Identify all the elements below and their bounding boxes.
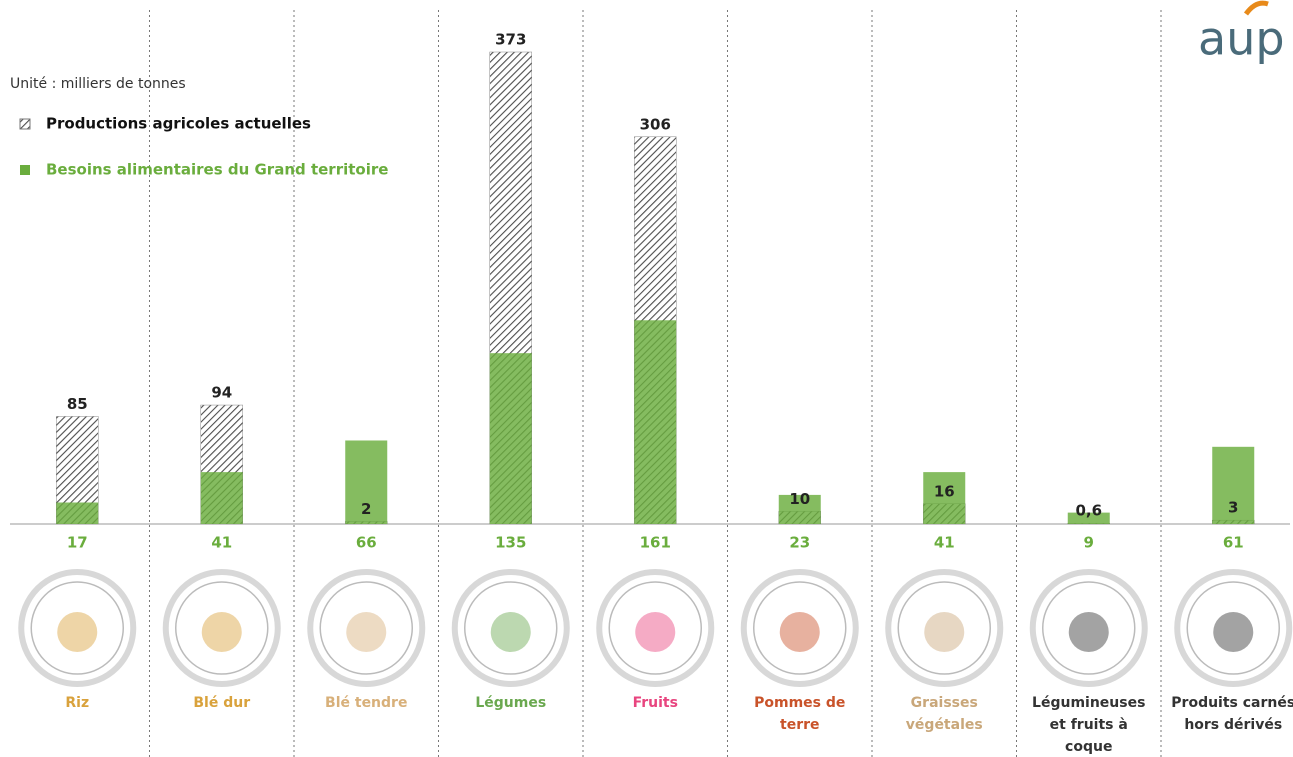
category-label: Produits carnés hors dérivés (1171, 695, 1293, 733)
needs-bar (778, 494, 821, 524)
category-label: Pommes de terre (754, 695, 846, 733)
icon-inner (1186, 581, 1280, 675)
legend-swatch (20, 165, 30, 175)
icon-content (635, 612, 676, 652)
icon-inner (30, 581, 124, 675)
needs-label: 17 (67, 534, 88, 552)
category-label: Blé dur (193, 695, 251, 711)
needs-bar (1067, 512, 1110, 524)
logo: aup (1198, 12, 1285, 66)
needs-label: 161 (640, 534, 671, 552)
icon-inner (1042, 581, 1136, 675)
icon-inner (897, 581, 991, 675)
category-label: Riz (65, 695, 90, 711)
category-label: Légumineuses et fruits à coque (1032, 695, 1146, 755)
production-label: 0,6 (1075, 502, 1102, 520)
needs-label: 9 (1084, 534, 1094, 552)
unit-note: Unité : milliers de tonnes (10, 76, 186, 92)
needs-label: 66 (356, 534, 377, 552)
icon-content (346, 612, 387, 652)
needs-bar (345, 440, 388, 524)
needs-label: 41 (934, 534, 955, 552)
needs-bar (923, 472, 966, 524)
icon-content (924, 612, 965, 652)
legend-label: Besoins alimentaires du Grand territoire (46, 161, 388, 179)
icon-content (201, 612, 242, 652)
needs-label: 41 (211, 534, 232, 552)
icon-content (57, 612, 98, 652)
icon-content (490, 612, 531, 652)
needs-bar (634, 320, 677, 524)
needs-label: 23 (789, 534, 810, 552)
production-label: 373 (495, 31, 526, 49)
icon-inner (753, 581, 847, 675)
icon-inner (608, 581, 702, 675)
needs-label: 61 (1223, 534, 1244, 552)
production-label: 10 (789, 490, 810, 508)
icon-content (1213, 612, 1254, 652)
logo-mark (1243, 0, 1269, 16)
icon-content (779, 612, 820, 652)
category-label: Légumes (475, 695, 547, 711)
production-label: 16 (934, 482, 955, 500)
needs-bar (56, 502, 99, 524)
production-label: 85 (67, 395, 88, 413)
needs-bar (1212, 446, 1255, 524)
production-label: 2 (361, 500, 371, 518)
needs-bar (489, 353, 532, 524)
needs-label: 135 (495, 534, 526, 552)
icon-inner (464, 581, 558, 675)
legend-swatch (19, 118, 31, 130)
legend-label: Productions agricoles actuelles (46, 115, 311, 133)
category-label: Fruits (632, 695, 678, 711)
production-label: 94 (211, 384, 232, 402)
category-label: Blé tendre (325, 695, 408, 711)
production-label: 3 (1228, 499, 1238, 517)
icon-inner (175, 581, 269, 675)
production-label: 306 (640, 115, 671, 133)
icon-inner (319, 581, 413, 675)
category-label: Graisses végétales (905, 695, 983, 733)
icon-content (1068, 612, 1109, 652)
needs-bar (200, 472, 243, 524)
